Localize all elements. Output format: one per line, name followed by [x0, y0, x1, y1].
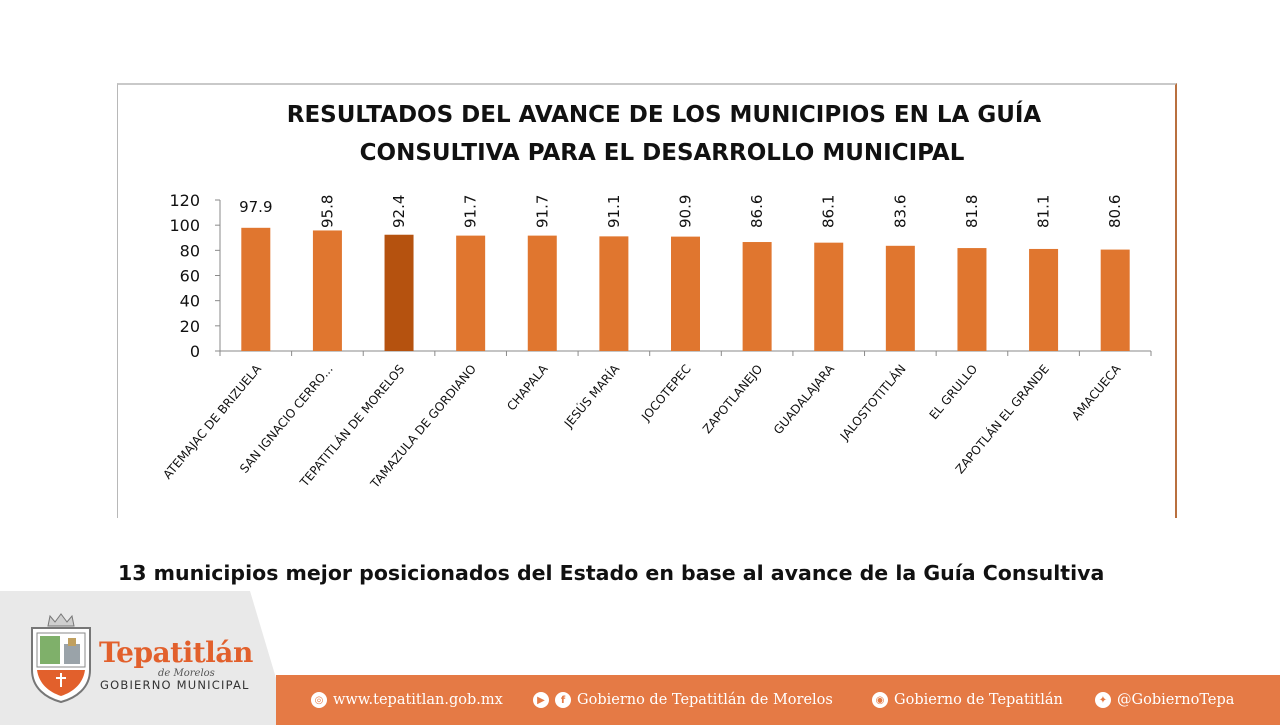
value-label: 86.6: [748, 195, 766, 228]
footer-facebook-text: Gobierno de Tepatitlán de Morelos: [577, 692, 833, 708]
y-tick-label: 120: [169, 191, 200, 210]
y-tick-label: 60: [180, 267, 200, 286]
footer-twitter-link[interactable]: ✦ @GobiernoTepa: [1095, 690, 1234, 710]
y-tick-label: 20: [180, 317, 200, 336]
bar-7: [671, 236, 700, 351]
footer-instagram-link[interactable]: ◉ Gobierno de Tepatitlán: [872, 690, 1063, 710]
category-label: JESÚS MARÍA: [560, 361, 623, 431]
y-tick-label: 40: [180, 292, 200, 311]
footer-bar: [276, 675, 1280, 725]
bar-9: [814, 242, 844, 351]
bar-5: [527, 235, 557, 351]
category-label: CHAPALA: [504, 361, 551, 413]
municipal-crest-icon: [31, 613, 91, 704]
bar-10: [885, 245, 915, 351]
facebook-icon: f: [555, 692, 571, 708]
instagram-icon: ◉: [872, 692, 888, 708]
twitter-icon: ✦: [1095, 692, 1111, 708]
bar-chart: RESULTADOS DEL AVANCE DE LOS MUNICIPIOS …: [160, 100, 1152, 492]
chart-title-line-2: CONSULTIVA PARA EL DESARROLLO MUNICIPAL: [360, 140, 965, 166]
y-axis: 0 20 40 60 80 100 120: [169, 191, 221, 361]
value-label: 83.6: [891, 195, 909, 228]
value-label: 91.7: [533, 195, 551, 228]
value-label: 92.4: [390, 195, 408, 228]
value-label: 91.1: [605, 195, 623, 228]
value-label: 97.9: [239, 198, 272, 216]
value-label: 80.6: [1106, 195, 1124, 228]
bars-group: [241, 227, 1130, 351]
chart-caption: 13 municipios mejor posicionados del Est…: [118, 561, 1105, 585]
value-label: 86.1: [820, 195, 838, 228]
globe-icon: ◎: [311, 692, 327, 708]
brand-subtitle: de Morelos: [158, 668, 215, 679]
bar-12: [1029, 248, 1059, 351]
footer-instagram-text: Gobierno de Tepatitlán: [894, 692, 1063, 708]
y-tick-label: 0: [190, 342, 200, 361]
bar-2: [312, 230, 342, 351]
bar-1: [241, 227, 271, 351]
footer-website-link[interactable]: ◎ www.tepatitlan.gob.mx: [311, 690, 503, 710]
brand-name: Tepatitlán: [99, 636, 253, 669]
category-label: ZAPOTLANEJO: [700, 362, 765, 436]
category-label: EL GRULLO: [927, 362, 981, 422]
y-tick-label: 100: [169, 216, 200, 235]
value-label: 95.8: [318, 195, 336, 228]
chart-title-line-1: RESULTADOS DEL AVANCE DE LOS MUNICIPIOS …: [287, 100, 1042, 128]
bar-13: [1100, 249, 1130, 351]
category-label: AMACUECA: [1069, 361, 1124, 423]
value-label: 91.7: [462, 195, 480, 228]
footer-website-text: www.tepatitlan.gob.mx: [333, 692, 503, 708]
value-label: 90.9: [677, 195, 695, 228]
category-label: JOCOTEPEC: [638, 362, 694, 425]
footer-facebook-link[interactable]: ▶ f Gobierno de Tepatitlán de Morelos: [533, 690, 833, 710]
bar-11: [957, 248, 987, 351]
value-label: 81.8: [963, 195, 981, 228]
bar-8: [742, 242, 772, 351]
footer-twitter-text: @GobiernoTepa: [1117, 692, 1235, 708]
category-label: JALOSTOTITLÁN: [836, 361, 909, 443]
value-label: 81.1: [1035, 195, 1053, 228]
youtube-icon: ▶: [533, 692, 549, 708]
x-axis: [219, 350, 1152, 356]
value-labels-group: 97.9 95.8 92.4 91.7 91.7 91.1 90.9 86.6 86.1 83.6…: [239, 195, 1124, 228]
bar-6: [599, 236, 629, 351]
category-label: GUADALAJARA: [771, 361, 838, 437]
brand-government-label: GOBIERNO MUNICIPAL: [100, 678, 250, 692]
bar-4: [456, 235, 486, 351]
chart-frame: RESULTADOS DEL AVANCE DE LOS MUNICIPIOS …: [117, 83, 1177, 518]
y-tick-label: 80: [180, 241, 200, 260]
bar-3: [384, 234, 414, 351]
